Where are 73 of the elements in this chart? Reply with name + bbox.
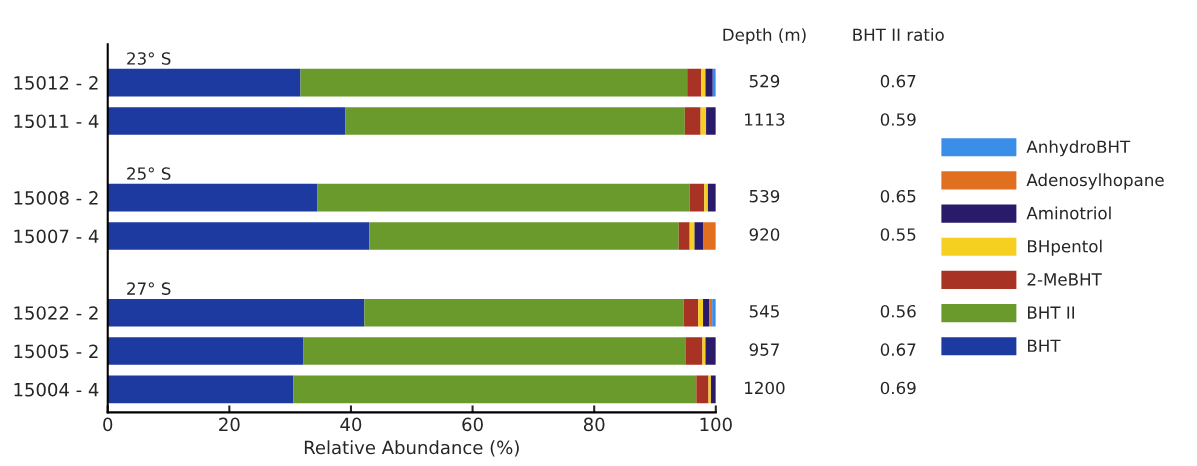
x-axis-title: Relative Abundance (%)	[304, 440, 519, 457]
bar	[700, 107, 707, 135]
x-tick-label: 40	[340, 417, 362, 432]
bar	[702, 337, 706, 365]
bar	[317, 183, 690, 212]
bar	[687, 68, 702, 97]
text: 0.69	[880, 381, 916, 395]
bar	[107, 337, 304, 365]
y-tick-label: 15012 - 2	[14, 76, 98, 90]
bar	[300, 68, 688, 97]
bar	[369, 222, 679, 250]
bar	[704, 183, 708, 212]
text: Depth (m)	[723, 28, 806, 45]
x-tick-label: 80	[583, 417, 605, 432]
text: 0.56	[880, 304, 916, 318]
bar	[685, 337, 703, 365]
bar	[293, 375, 697, 404]
bar	[694, 222, 704, 250]
bar	[107, 183, 318, 212]
annotation: 27° S	[127, 282, 171, 295]
bar	[703, 222, 716, 250]
annotation: 25° S	[127, 167, 171, 180]
bar	[678, 222, 690, 250]
text: 920	[749, 228, 780, 241]
text: 1200	[745, 381, 785, 395]
y-tick-label: 15004 - 4	[14, 382, 99, 397]
bar	[107, 68, 301, 97]
text: 0.59	[880, 113, 916, 126]
legend-label: BHpentol	[1028, 239, 1102, 256]
bar	[107, 298, 365, 327]
text: 545	[749, 305, 779, 318]
bar	[683, 298, 699, 327]
text: 957	[749, 343, 779, 356]
text: BHT II ratio	[853, 28, 944, 42]
bar	[703, 298, 710, 327]
bar	[684, 107, 701, 135]
bar	[705, 337, 716, 365]
bar	[689, 222, 695, 250]
bar	[303, 337, 686, 365]
y-tick-label: 15011 - 4	[14, 114, 99, 129]
legend-label: AnhydroBHT	[1026, 140, 1131, 157]
annotation: 23° S	[127, 52, 171, 65]
x-tick-label: 60	[462, 417, 483, 432]
y-tick-label: 15022 - 2	[14, 306, 98, 320]
text: 0.55	[880, 228, 916, 241]
y-tick-label: 15008 - 2	[14, 191, 98, 205]
legend-label: BHT II	[1028, 306, 1075, 319]
text: 0.65	[880, 189, 916, 203]
bar	[706, 107, 716, 135]
legend-label: Aminotriol	[1026, 206, 1111, 220]
text: 1113	[745, 113, 785, 126]
bar	[698, 298, 704, 327]
bar	[689, 183, 705, 212]
bar	[701, 68, 706, 97]
y-tick-label: 15007 - 4	[14, 229, 99, 244]
legend-label: Adenosylhopane	[1026, 173, 1164, 190]
x-tick-label: 100	[700, 417, 732, 432]
bar	[107, 107, 346, 135]
bar	[107, 375, 294, 404]
bar	[364, 298, 684, 327]
legend-label: BHT	[1028, 339, 1061, 352]
bar	[345, 107, 685, 135]
text: 539	[749, 189, 780, 203]
text: 529	[749, 74, 780, 88]
y-tick-label: 15005 - 2	[14, 344, 98, 359]
bar	[696, 375, 709, 404]
bar	[705, 68, 713, 97]
text: 0.67	[880, 74, 916, 88]
legend-label: 2-MeBHT	[1027, 273, 1102, 286]
x-tick-label: 0	[103, 417, 113, 432]
text: 0.67	[880, 343, 916, 356]
x-tick-label: 20	[219, 417, 240, 432]
bar	[107, 222, 370, 250]
